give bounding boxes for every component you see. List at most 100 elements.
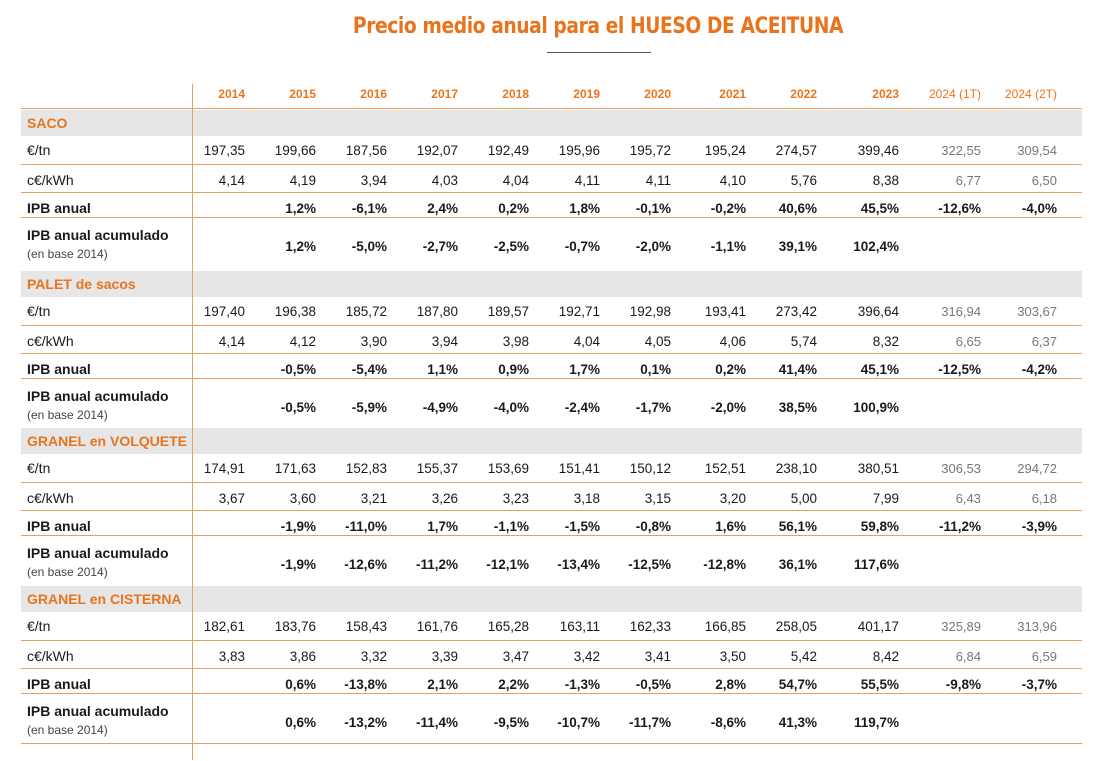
table-cell: -11,2% <box>415 557 458 572</box>
row-sublabel: (en base 2014) <box>27 565 108 579</box>
table-cell: -4,2% <box>1021 362 1057 377</box>
table-cell: 3,21 <box>360 491 387 506</box>
table-cell: 401,17 <box>857 619 899 634</box>
table-cell: 3,90 <box>360 334 387 349</box>
table-cell: 0,9% <box>498 362 529 377</box>
table-cell: 3,94 <box>431 334 458 349</box>
table-cell: 117,6% <box>853 557 899 572</box>
table-cell: -13,2% <box>344 715 387 730</box>
table-cell: 0,2% <box>498 201 529 216</box>
table-cell: 322,55 <box>941 143 981 158</box>
table-cell: 3,32 <box>360 649 387 664</box>
table-cell: 5,76 <box>790 173 817 188</box>
table-cell: 258,05 <box>775 619 817 634</box>
row-divider <box>21 640 1082 641</box>
table-cell: 152,83 <box>345 461 387 476</box>
table-cell: 45,1% <box>860 362 899 377</box>
table-cell: 1,7% <box>427 519 458 534</box>
title-underline <box>547 52 651 53</box>
table-cell: 1,7% <box>569 362 600 377</box>
table-cell: 196,38 <box>274 304 316 319</box>
table-cell: 4,12 <box>289 334 316 349</box>
table-cell: 3,39 <box>431 649 458 664</box>
section-header: GRANEL en CISTERNA <box>21 586 1082 612</box>
table-cell: -0,1% <box>635 201 671 216</box>
table-cell: -1,3% <box>564 677 600 692</box>
table-cell: 192,98 <box>629 304 671 319</box>
table-cell: 5,74 <box>790 334 817 349</box>
table-cell: 197,35 <box>203 143 245 158</box>
table-cell: 45,5% <box>860 201 899 216</box>
year-header: 2022 <box>790 87 817 101</box>
table-cell: 5,42 <box>790 649 817 664</box>
row-sublabel: (en base 2014) <box>27 247 108 261</box>
table-cell: 4,06 <box>719 334 746 349</box>
table-cell: 8,32 <box>872 334 899 349</box>
table-cell: -11,4% <box>415 715 458 730</box>
row-label: IPB anual <box>27 518 91 534</box>
table-cell: 1,1% <box>427 362 458 377</box>
table-cell: -12,6% <box>344 557 387 572</box>
table-cell: 59,8% <box>860 519 899 534</box>
table-cell: 183,76 <box>274 619 316 634</box>
row-divider <box>21 378 1082 379</box>
table-bottom-divider <box>21 743 1082 744</box>
table-cell: 192,71 <box>558 304 600 319</box>
table-cell: 4,14 <box>218 334 245 349</box>
table-cell: -0,5% <box>635 677 671 692</box>
table-cell: -3,9% <box>1021 519 1057 534</box>
table-cell: 152,51 <box>704 461 746 476</box>
section-title: GRANEL en CISTERNA <box>27 591 182 607</box>
table-cell: 6,43 <box>955 491 981 506</box>
year-header: 2023 <box>872 87 899 101</box>
table-cell: 309,54 <box>1017 143 1057 158</box>
table-cell: -1,1% <box>493 519 529 534</box>
table-cell: 54,7% <box>778 677 817 692</box>
table-cell: 316,94 <box>941 304 981 319</box>
table-cell: 4,11 <box>574 173 600 188</box>
row-label: €/tn <box>27 618 51 634</box>
table-cell: -5,9% <box>351 400 387 415</box>
table-cell: 273,42 <box>775 304 817 319</box>
table-cell: -4,9% <box>422 400 458 415</box>
table-cell: 7,99 <box>872 491 899 506</box>
table-cell: -8,6% <box>710 715 746 730</box>
table-cell: 4,03 <box>431 173 458 188</box>
table-cell: 399,46 <box>857 143 899 158</box>
table-cell: 0,2% <box>715 362 746 377</box>
table-cell: -9,8% <box>945 677 981 692</box>
table-cell: 3,26 <box>431 491 458 506</box>
table-cell: 166,85 <box>704 619 746 634</box>
table-cell: 4,14 <box>218 173 245 188</box>
table-cell: 40,6% <box>778 201 817 216</box>
table-cell: 41,3% <box>778 715 817 730</box>
section-title: SACO <box>27 115 68 131</box>
table-cell: -9,5% <box>493 715 529 730</box>
table-cell: 380,51 <box>857 461 899 476</box>
row-label: IPB anual acumulado <box>27 388 169 404</box>
table-cell: 187,80 <box>416 304 458 319</box>
table-cell: 2,8% <box>715 677 746 692</box>
table-cell: 3,67 <box>218 491 245 506</box>
year-header: 2020 <box>644 87 671 101</box>
table-cell: 192,49 <box>487 143 529 158</box>
table-cell: 39,1% <box>778 239 817 254</box>
year-header: 2019 <box>573 87 600 101</box>
table-cell: -11,7% <box>628 715 671 730</box>
row-label: c€/kWh <box>27 172 74 188</box>
table-cell: 119,7% <box>853 715 899 730</box>
table-cell: -12,6% <box>938 201 981 216</box>
table-cell: 41,4% <box>778 362 817 377</box>
row-divider <box>21 164 1082 165</box>
table-cell: 3,94 <box>360 173 387 188</box>
table-cell: 55,5% <box>860 677 899 692</box>
table-cell: 150,12 <box>629 461 671 476</box>
row-label: IPB anual <box>27 676 91 692</box>
year-header: 2018 <box>502 87 529 101</box>
table-cell: 151,41 <box>558 461 600 476</box>
table-cell: 306,53 <box>941 461 981 476</box>
year-header: 2017 <box>431 87 458 101</box>
table-cell: 1,2% <box>285 239 316 254</box>
table-cell: 162,33 <box>629 619 671 634</box>
table-cell: 199,66 <box>274 143 316 158</box>
